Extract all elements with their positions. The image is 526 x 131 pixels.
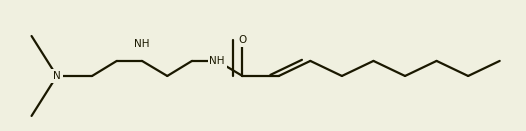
Text: N: N: [53, 71, 60, 81]
Text: O: O: [238, 35, 247, 45]
Text: NH: NH: [209, 56, 225, 66]
Text: NH: NH: [134, 39, 150, 49]
